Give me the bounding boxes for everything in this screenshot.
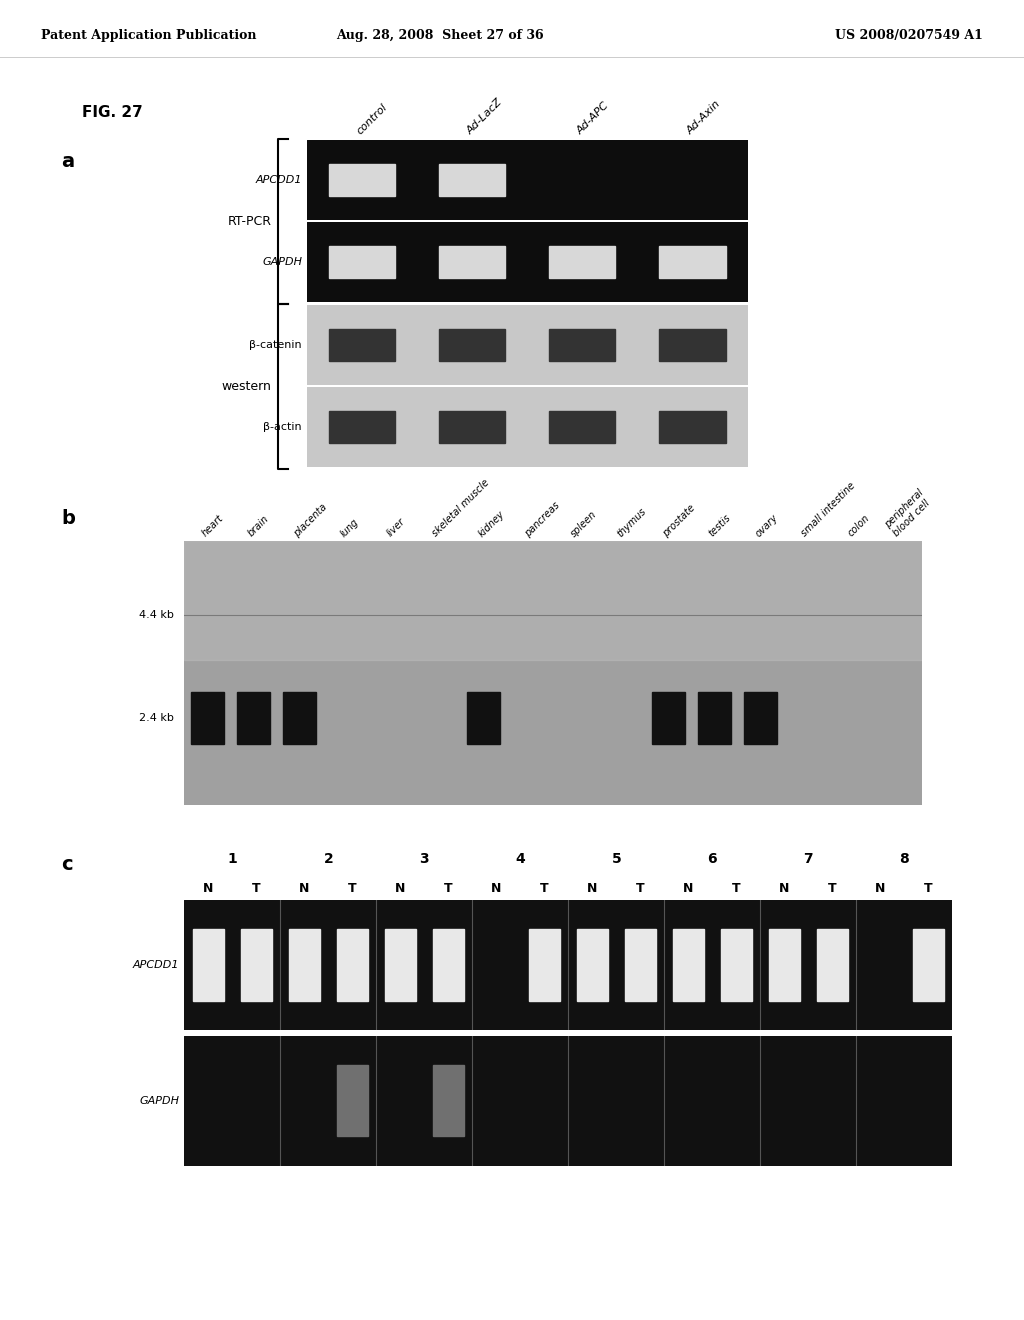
Bar (549, 247, 615, 279)
Text: a: a (61, 152, 75, 170)
Text: T: T (348, 882, 356, 895)
Bar (659, 412, 725, 444)
Bar (439, 329, 506, 360)
Text: β-catenin: β-catenin (250, 339, 302, 350)
Bar (237, 692, 270, 744)
Text: spleen: spleen (569, 508, 599, 539)
Bar (549, 329, 615, 360)
Text: placenta: placenta (293, 502, 330, 539)
Bar (289, 929, 319, 1001)
Bar (743, 692, 777, 744)
Text: c: c (61, 855, 73, 874)
Text: thymus: thymus (615, 506, 648, 539)
Bar (439, 412, 506, 444)
Text: small intestine: small intestine (800, 480, 857, 539)
Bar (721, 929, 752, 1001)
Bar (467, 692, 501, 744)
Text: pancreas: pancreas (523, 500, 561, 539)
Text: T: T (828, 882, 837, 895)
Text: control: control (355, 102, 390, 137)
Text: brain: brain (247, 513, 271, 539)
Text: western: western (221, 380, 271, 392)
Text: lung: lung (339, 516, 360, 539)
Bar (439, 164, 506, 195)
Text: 4: 4 (515, 851, 525, 866)
Bar (184, 541, 922, 660)
Text: Aug. 28, 2008  Sheet 27 of 36: Aug. 28, 2008 Sheet 27 of 36 (337, 29, 544, 42)
Text: colon: colon (846, 513, 871, 539)
Text: 4.4 kb: 4.4 kb (139, 610, 174, 620)
Bar (330, 164, 395, 195)
Text: 6: 6 (708, 851, 717, 866)
Text: 2.4 kb: 2.4 kb (139, 713, 174, 723)
Text: N: N (203, 882, 214, 895)
Bar (337, 1065, 368, 1137)
Text: testis: testis (708, 512, 733, 539)
Text: kidney: kidney (477, 508, 507, 539)
Text: T: T (924, 882, 933, 895)
Text: T: T (636, 882, 645, 895)
Text: FIG. 27: FIG. 27 (82, 104, 142, 120)
Text: liver: liver (385, 516, 407, 539)
Text: N: N (876, 882, 886, 895)
Text: ovary: ovary (754, 512, 779, 539)
Bar (337, 929, 368, 1001)
Text: T: T (540, 882, 549, 895)
Bar (625, 929, 656, 1001)
Text: 7: 7 (804, 851, 813, 866)
Bar (577, 929, 608, 1001)
Text: skeletal muscle: skeletal muscle (431, 478, 492, 539)
Bar (528, 929, 560, 1001)
Text: T: T (444, 882, 453, 895)
Text: T: T (252, 882, 261, 895)
Text: Ad-Axin: Ad-Axin (685, 99, 723, 137)
Bar (769, 929, 800, 1001)
Text: peripheral
blood cell: peripheral blood cell (884, 488, 934, 539)
Text: Patent Application Publication: Patent Application Publication (41, 29, 256, 42)
Text: prostate: prostate (662, 503, 697, 539)
Bar (659, 329, 725, 360)
Bar (433, 1065, 464, 1137)
Bar (385, 929, 416, 1001)
Bar (330, 247, 395, 279)
Text: APCDD1: APCDD1 (133, 960, 179, 970)
Text: N: N (587, 882, 598, 895)
Text: GAPDH: GAPDH (139, 1096, 179, 1106)
Text: 3: 3 (420, 851, 429, 866)
Bar (659, 247, 725, 279)
Bar (330, 329, 395, 360)
Text: 8: 8 (899, 851, 909, 866)
Bar (241, 929, 272, 1001)
Text: APCDD1: APCDD1 (256, 174, 302, 185)
Text: GAPDH: GAPDH (262, 257, 302, 268)
Text: heart: heart (201, 513, 225, 539)
Bar (817, 929, 848, 1001)
Bar (193, 929, 224, 1001)
Text: N: N (492, 882, 502, 895)
Bar (912, 929, 944, 1001)
Bar (673, 929, 703, 1001)
Text: β-actin: β-actin (263, 422, 302, 433)
Text: N: N (395, 882, 406, 895)
Bar (433, 929, 464, 1001)
Text: US 2008/0207549 A1: US 2008/0207549 A1 (836, 29, 983, 42)
Text: T: T (732, 882, 740, 895)
Text: 5: 5 (611, 851, 622, 866)
Text: RT-PCR: RT-PCR (227, 215, 271, 227)
Bar (330, 412, 395, 444)
Text: Ad-LacZ: Ad-LacZ (465, 98, 505, 137)
Text: 1: 1 (227, 851, 238, 866)
Bar (439, 247, 506, 279)
Bar (283, 692, 316, 744)
Text: N: N (683, 882, 693, 895)
Bar (190, 692, 224, 744)
Text: 2: 2 (324, 851, 333, 866)
Text: N: N (299, 882, 309, 895)
Bar (549, 412, 615, 444)
Text: N: N (779, 882, 790, 895)
Bar (697, 692, 731, 744)
Text: b: b (61, 510, 76, 528)
Text: Ad-APC: Ad-APC (575, 100, 611, 137)
Bar (651, 692, 685, 744)
